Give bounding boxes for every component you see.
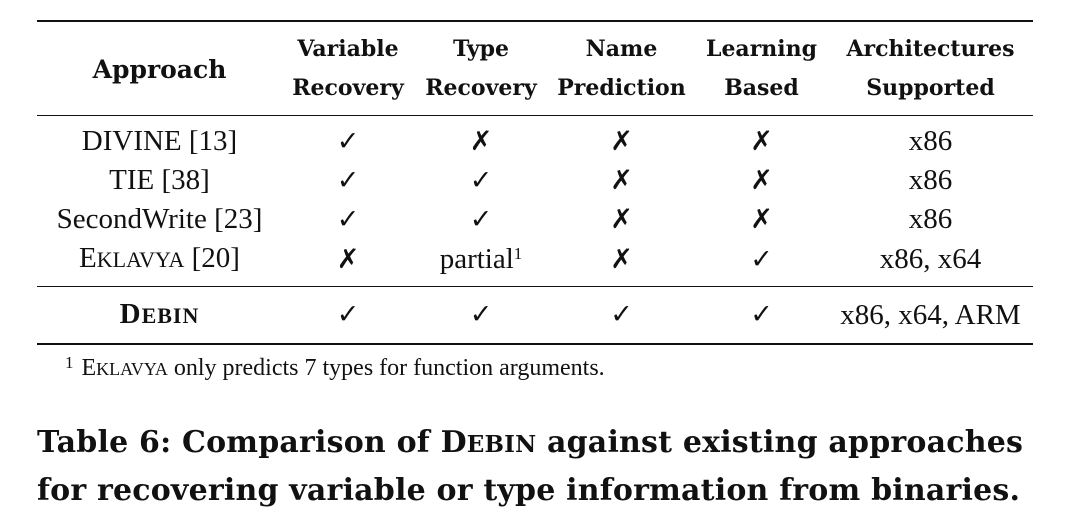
table-row: EKLAVYA [20] ✗ partial1 ✗ ✓ x86, x64 xyxy=(37,239,1033,287)
cell-learning-based: ✓ xyxy=(750,243,773,275)
header-architectures-supported: Architectures Supported xyxy=(846,36,1015,101)
cell-name-prediction: ✗ xyxy=(610,126,633,157)
cell-variable-recovery: ✓ xyxy=(336,165,360,196)
eklavya-rest: KLAVYA xyxy=(96,247,185,272)
cell-approach: SecondWrite [23] xyxy=(56,203,263,235)
table-row: SecondWrite [23] ✓ ✓ ✗ ✗ x86 xyxy=(37,200,1033,239)
cell-learning-based: ✗ xyxy=(750,165,773,196)
debin-rest: EBIN xyxy=(141,303,200,328)
footnote-name-first: E xyxy=(81,355,97,381)
cell-learning-based: ✗ xyxy=(750,204,773,235)
table-row-debin: DEBIN ✓ ✓ ✓ ✓ x86, x64, ARM xyxy=(37,286,1033,345)
caption-part1: Table 6: Comparison of xyxy=(37,425,441,460)
cell-variable-recovery: ✓ xyxy=(336,126,360,157)
footnote-marker: 1 xyxy=(65,353,74,372)
cell-approach: DEBIN xyxy=(37,287,282,345)
cell-type-recovery: ✓ xyxy=(469,204,493,235)
cell-variable-recovery: ✓ xyxy=(336,204,360,235)
cell-type-recovery: ✓ xyxy=(469,299,493,330)
debin-first-letter: D xyxy=(119,298,142,330)
cell-name-prediction: ✗ xyxy=(610,243,633,275)
cell-architectures: x86 xyxy=(908,203,953,235)
table-footnote: 1 EKLAVYA only predicts 7 types for funct… xyxy=(65,353,605,382)
cell-name-prediction: ✓ xyxy=(610,299,633,330)
cell-name-prediction: ✗ xyxy=(610,204,633,235)
header-row: Approach Variable Recovery Type Recovery N… xyxy=(37,21,1033,116)
comparison-table: Approach Variable Recovery Type Recovery N… xyxy=(37,20,1033,345)
cell-architectures: x86, x64 xyxy=(879,242,982,275)
eklavya-first-letter: E xyxy=(79,242,97,274)
table-row: TIE [38] ✓ ✓ ✗ ✗ x86 xyxy=(37,161,1033,200)
cell-approach: EKLAVYA [20] xyxy=(37,239,282,287)
cell-architectures: x86 xyxy=(908,125,953,157)
caption-part2: against existing approaches for recoveri… xyxy=(37,425,1024,508)
header-approach: Approach xyxy=(92,54,227,84)
cell-architectures: x86, x64, ARM xyxy=(840,299,1021,331)
header-learning-based: Learning Based xyxy=(705,36,818,101)
cell-name-prediction: ✗ xyxy=(610,165,633,196)
footnote-text: only predicts 7 types for function argum… xyxy=(167,355,605,381)
footnote-ref: 1 xyxy=(513,243,523,263)
footnote-name-rest: KLAVYA xyxy=(96,359,168,379)
caption-name-first: D xyxy=(440,425,467,460)
table-caption: Table 6: Comparison of DEBIN against exi… xyxy=(37,420,1047,514)
cell-architectures: x86 xyxy=(908,164,953,196)
cell-learning-based: ✓ xyxy=(750,299,773,330)
table-row: DIVINE [13] ✓ ✗ ✗ ✗ x86 xyxy=(37,116,1033,162)
header-name-prediction: Name Prediction xyxy=(557,36,686,101)
cell-learning-based: ✗ xyxy=(750,126,773,157)
cell-variable-recovery: ✗ xyxy=(336,243,360,275)
cell-type-recovery: partial1 xyxy=(414,239,548,287)
partial-label: partial xyxy=(439,242,514,275)
cell-approach: DIVINE [13] xyxy=(81,125,238,157)
header-variable-recovery: Variable Recovery xyxy=(292,36,404,101)
comparison-table-container: Approach Variable Recovery Type Recovery N… xyxy=(37,20,1033,345)
eklavya-ref: [20] xyxy=(184,242,240,274)
cell-type-recovery: ✗ xyxy=(469,126,493,157)
header-type-recovery: Type Recovery xyxy=(425,36,537,101)
cell-approach: TIE [38] xyxy=(109,164,210,196)
caption-name-rest: EBIN xyxy=(466,431,537,458)
cell-variable-recovery: ✓ xyxy=(336,299,360,330)
cell-type-recovery: ✓ xyxy=(469,165,493,196)
